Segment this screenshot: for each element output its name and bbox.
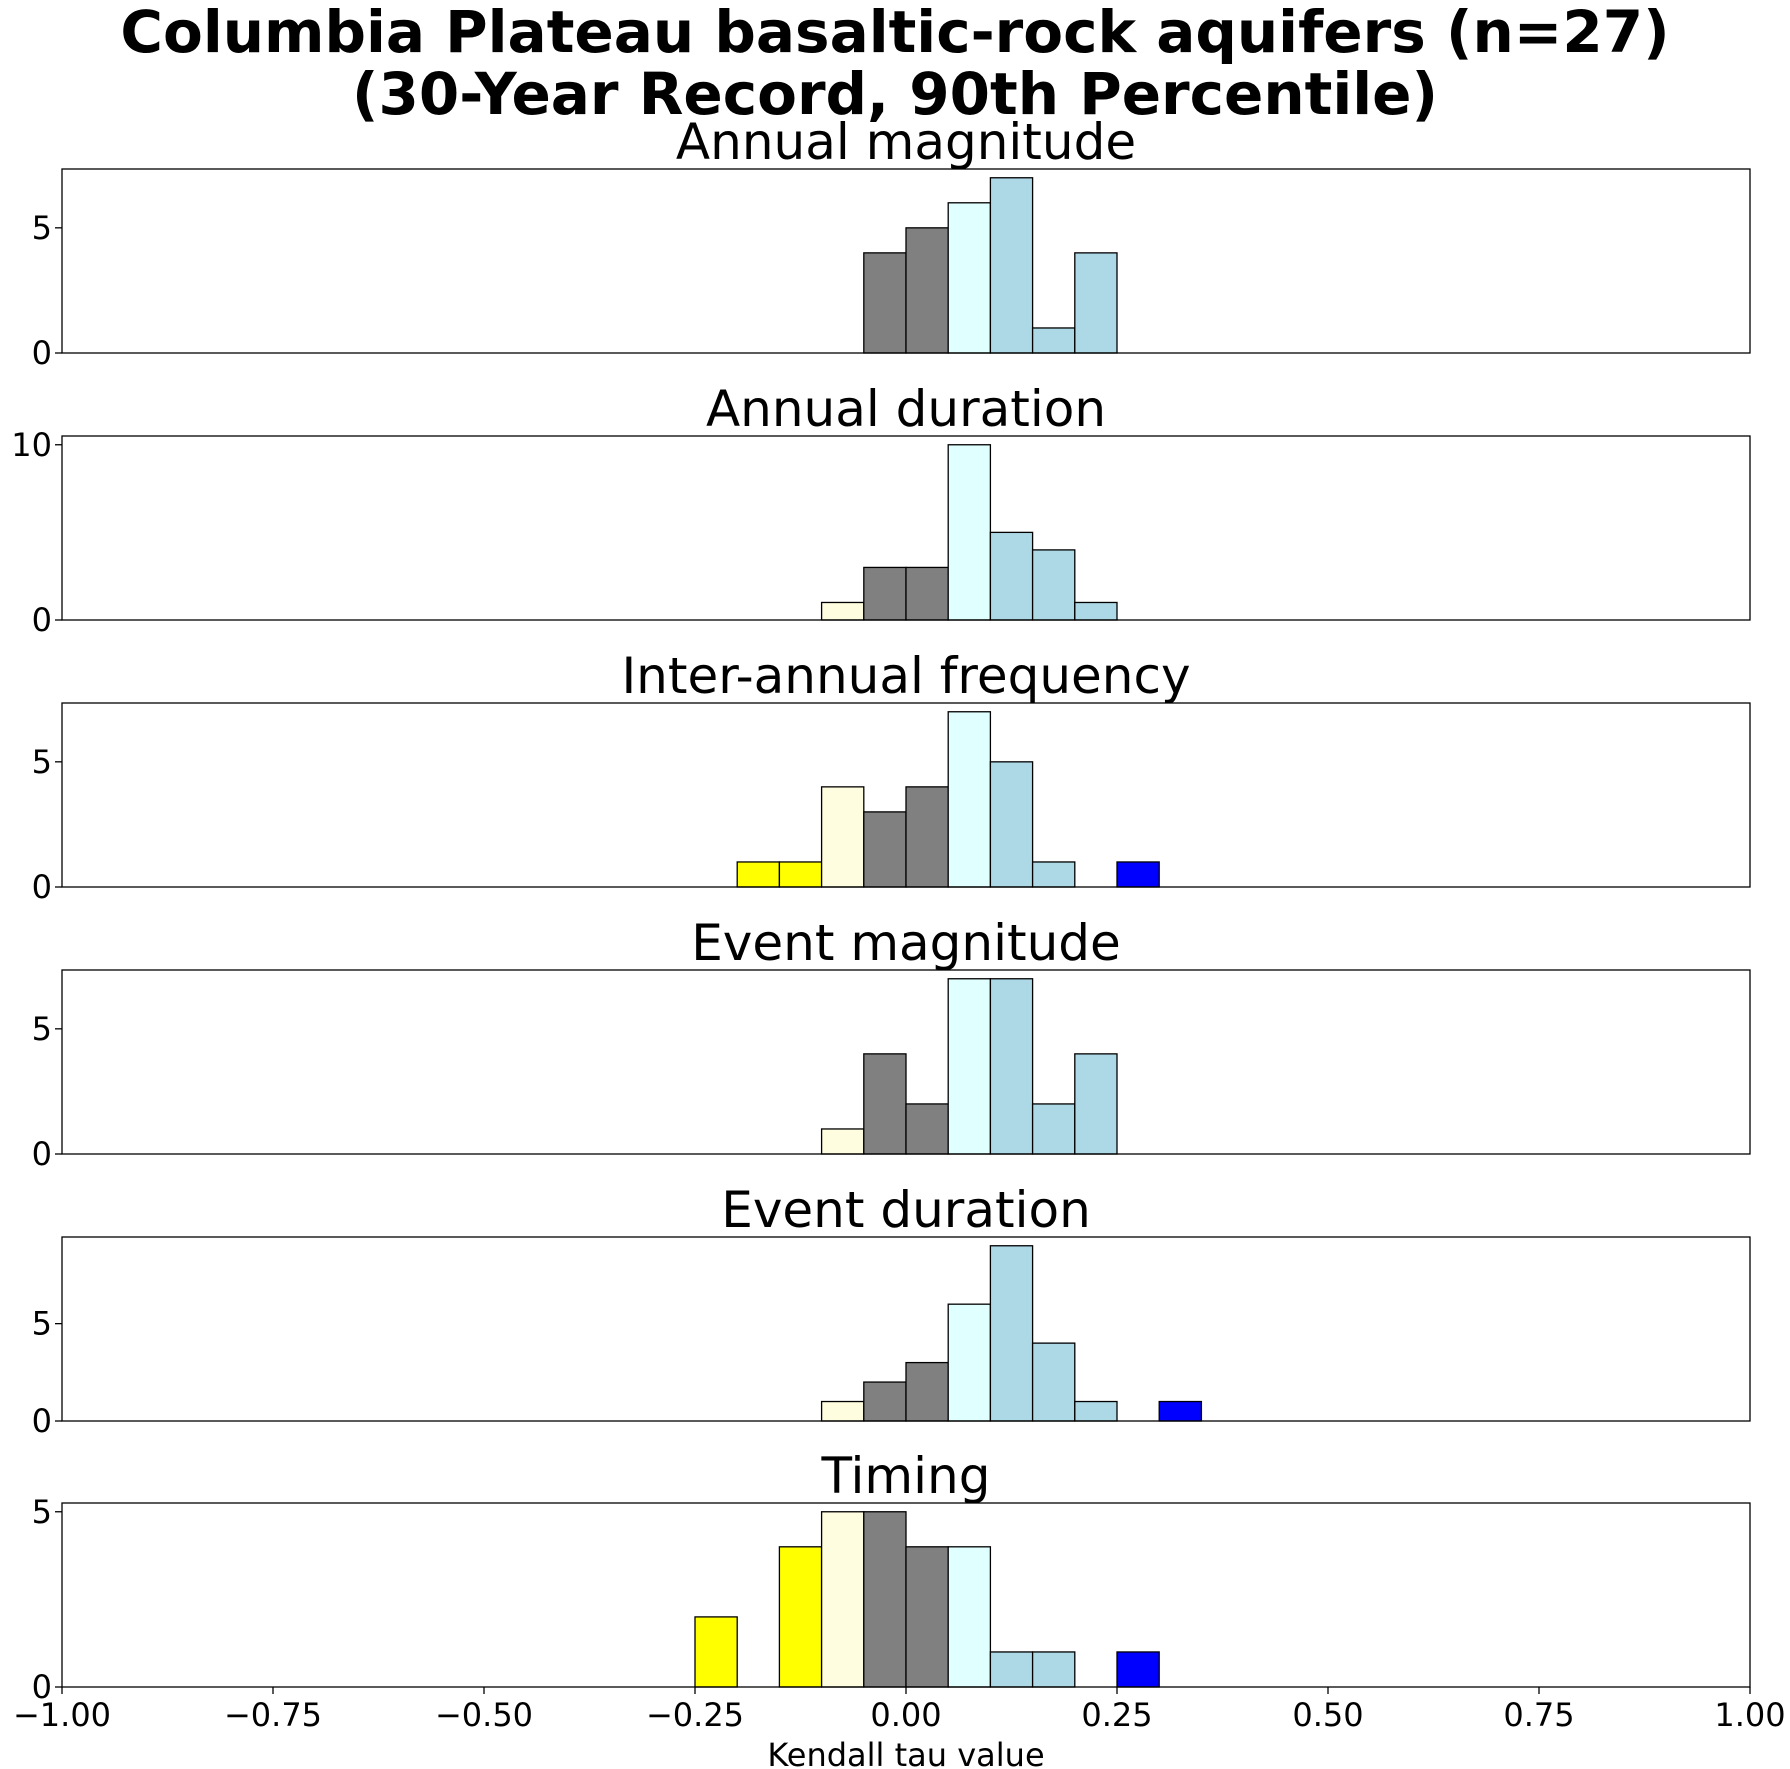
- histogram-bar: [905, 786, 949, 888]
- histogram-bar: [947, 1303, 992, 1422]
- panel-2: Annual duration 0 10: [11, 380, 1751, 639]
- histogram-bar: [1158, 1400, 1203, 1422]
- panel-6: Timing 0 5 −1.00 −0.75 −0.50 −0.25 0.00 0.25 0.50…: [13, 1447, 1786, 1769]
- histogram-bar: [820, 1128, 865, 1155]
- histogram-bar: [694, 1616, 738, 1688]
- histogram-bar: [947, 978, 992, 1155]
- axes-frame: [61, 969, 1751, 1155]
- y-tick-label: 0: [32, 1402, 52, 1440]
- x-axis-label: Kendall tau value: [767, 1736, 1044, 1769]
- histogram-bar: [989, 978, 1034, 1155]
- histogram-bar: [1074, 252, 1118, 354]
- y-tick-label: 0: [32, 334, 52, 372]
- y-tick-label: 5: [32, 1305, 52, 1343]
- histogram-bar: [1074, 1400, 1118, 1422]
- x-tick-label: −0.50: [435, 1696, 533, 1734]
- x-tick-label: 1.00: [1714, 1696, 1785, 1734]
- histogram-bar: [1031, 1342, 1076, 1422]
- histogram-bar: [863, 1053, 907, 1155]
- histogram-bar: [905, 1546, 949, 1688]
- histogram-bar: [947, 444, 992, 621]
- histogram-bar: [820, 1511, 865, 1688]
- histogram-bar: [1074, 1053, 1118, 1155]
- y-tick-label: 0: [32, 601, 52, 639]
- figure-title-line-2: (30-Year Record, 90th Percentile): [352, 60, 1438, 128]
- axes-frame: [61, 168, 1751, 354]
- y-tick-label: 0: [32, 1135, 52, 1173]
- histogram-bar: [989, 1245, 1034, 1422]
- panel-title: Event magnitude: [691, 914, 1121, 972]
- panel-4: Event magnitude 0 5: [32, 914, 1751, 1173]
- panels-group: Annual magnitude 0 5 Annual duration 0 10 Inte…: [11, 113, 1785, 1769]
- histogram-bar: [863, 811, 907, 888]
- histogram-bar: [820, 1400, 865, 1422]
- histogram-bar: [736, 861, 781, 888]
- panel-1: Annual magnitude 0 5: [32, 113, 1751, 372]
- panel-title: Annual magnitude: [676, 113, 1136, 171]
- x-tick-label: −0.75: [224, 1696, 322, 1734]
- axes-frame: [61, 435, 1751, 621]
- x-tick-label: −0.25: [646, 1696, 744, 1734]
- histogram-bar: [1074, 601, 1118, 621]
- histogram-bar: [947, 1546, 992, 1688]
- panel-3: Inter-annual frequency 0 5: [32, 647, 1751, 906]
- histogram-bar: [1116, 1651, 1160, 1688]
- histogram-bar: [863, 1511, 907, 1688]
- panel-title: Event duration: [721, 1181, 1091, 1239]
- histogram-bar: [778, 1546, 823, 1688]
- histogram-bar: [905, 566, 949, 621]
- histogram-bar: [989, 177, 1034, 354]
- panel-5: Event duration 0 5: [32, 1181, 1751, 1440]
- y-tick-label: 10: [11, 426, 52, 464]
- histogram-bar: [947, 711, 992, 888]
- y-tick-label: 5: [32, 209, 52, 247]
- histogram-bar: [1031, 861, 1076, 888]
- figure-title-line-1: Columbia Plateau basaltic-rock aquifers …: [120, 0, 1669, 66]
- histogram-bar: [1031, 1103, 1076, 1155]
- histogram-bar: [863, 1381, 907, 1422]
- histogram-bar: [820, 786, 865, 888]
- histogram-bar: [905, 1103, 949, 1155]
- x-tick-label: 0.25: [1081, 1696, 1152, 1734]
- histogram-bar: [1031, 549, 1076, 621]
- x-tick-label: 0.00: [870, 1696, 941, 1734]
- histogram-bar: [1031, 1651, 1076, 1688]
- histogram-bar: [863, 566, 907, 621]
- panel-title: Annual duration: [706, 380, 1106, 438]
- x-tick-label: −1.00: [13, 1696, 111, 1734]
- histogram-bar: [947, 202, 992, 354]
- histogram-bar: [905, 1361, 949, 1422]
- x-tick-label: 0.50: [1292, 1696, 1363, 1734]
- x-tick-label: 0.75: [1503, 1696, 1574, 1734]
- y-tick-label: 5: [32, 743, 52, 781]
- histogram-bar: [1116, 861, 1160, 888]
- histogram-bar: [905, 227, 949, 354]
- histogram-bar: [863, 252, 907, 354]
- y-tick-label: 0: [32, 1668, 52, 1706]
- y-tick-label: 0: [32, 868, 52, 906]
- axes-frame: [61, 702, 1751, 888]
- histogram-bar: [989, 761, 1034, 888]
- panel-title: Timing: [821, 1447, 991, 1505]
- histogram-bar: [1031, 327, 1076, 354]
- histogram-bar: [989, 531, 1034, 621]
- panel-title: Inter-annual frequency: [621, 647, 1190, 705]
- histogram-bar: [778, 861, 823, 888]
- histogram-bar: [820, 601, 865, 621]
- axes-frame: [61, 1236, 1751, 1422]
- histogram-bar: [989, 1651, 1034, 1688]
- y-tick-label: 5: [32, 1493, 52, 1531]
- y-tick-label: 5: [32, 1010, 52, 1048]
